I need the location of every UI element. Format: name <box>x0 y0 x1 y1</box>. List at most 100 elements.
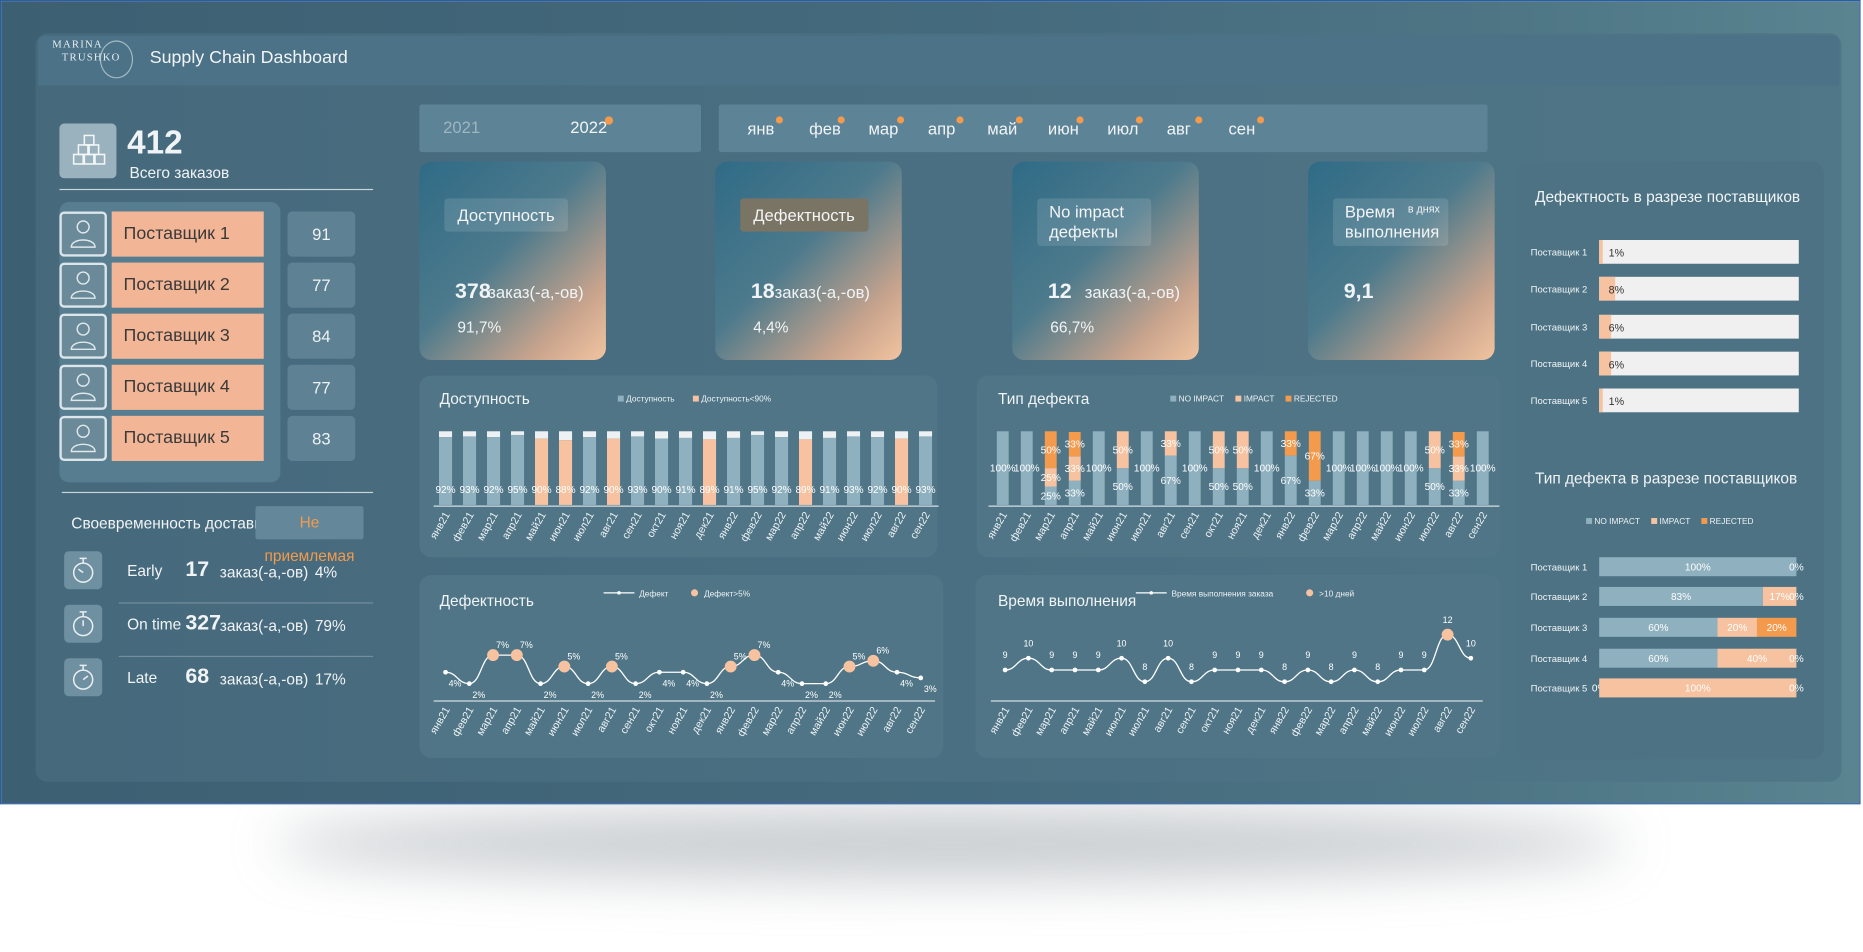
supplier-name-2[interactable]: Поставщик 2 <box>111 262 264 308</box>
availability-bar-rest <box>511 431 525 435</box>
availability-bar-label: 90% <box>891 485 911 496</box>
defect-type-bar-segment <box>1044 486 1057 505</box>
availability-bar-label: 91% <box>723 485 743 496</box>
lead_time-point <box>1352 667 1357 673</box>
kpi-value: 378 <box>455 279 491 303</box>
month-5[interactable]: июн <box>1047 118 1079 138</box>
defect-type-segment-label: 100% <box>1470 464 1496 475</box>
availability-bar <box>559 440 573 505</box>
legend-marker <box>1306 589 1314 597</box>
legend-marker <box>617 591 621 595</box>
month-selected-dot <box>1257 116 1265 124</box>
lead_time-point-label: 9 <box>1352 650 1357 660</box>
availability-bar <box>750 434 765 505</box>
defect-type-segment-label: 50% <box>1425 445 1445 456</box>
month-4[interactable]: май <box>987 118 1018 138</box>
lead_time-point-label: 8 <box>1142 662 1147 672</box>
x-tick-label: июн22 <box>835 510 861 544</box>
lead_time-point <box>1049 667 1055 673</box>
availability-bar-rest <box>774 431 789 438</box>
supplier-defects-category: Поставщик 2 <box>1531 284 1588 295</box>
x-tick-label: фев22 <box>1296 510 1323 544</box>
lead_time-point-label: 9 <box>1236 650 1241 660</box>
kpi-pct: 4,4% <box>753 318 789 337</box>
x-tick-label: фев22 <box>738 510 765 544</box>
availability-bar-label: 90% <box>651 485 671 496</box>
defect-type-chart-title: Тип дефекта <box>998 391 1090 408</box>
month-3[interactable]: апр <box>927 118 956 138</box>
legend-label: Доступность<90% <box>701 394 772 404</box>
month-selected-dot <box>837 116 845 124</box>
supplier-avatar-icon <box>59 415 107 461</box>
legend-marker <box>690 589 699 597</box>
supplier-defects-bar <box>1599 351 1612 376</box>
supplier-name-1[interactable]: Поставщик 1 <box>111 211 264 257</box>
defect-type-segment-label: 100% <box>1086 464 1112 475</box>
supplier-name-4[interactable]: Поставщик 4 <box>111 364 264 410</box>
availability-bar-label: 95% <box>747 485 767 496</box>
defect-type-bar-segment <box>1428 468 1441 505</box>
total-orders-value: 412 <box>127 123 183 161</box>
lead_time-point <box>1119 655 1124 661</box>
supplier-defect-types-label: 0% <box>1789 562 1804 573</box>
availability-bar <box>511 434 525 505</box>
supplier-defect-types-label: 60% <box>1648 654 1668 665</box>
legend-label: Дефект <box>639 588 668 598</box>
supplier-name-5[interactable]: Поставщик 5 <box>111 415 264 461</box>
defect-type-bar-segment <box>1020 431 1033 505</box>
supplier-defect-types-label: 60% <box>1648 623 1668 634</box>
supplier-defect-types-segment <box>1599 617 1718 637</box>
availability-bar <box>463 436 477 505</box>
supplier-defects-label: 6% <box>1609 322 1625 334</box>
defects-chart-title: Дефектность <box>440 593 534 610</box>
kpi-value: 18 <box>750 279 775 303</box>
x-tick-label: июл22 <box>854 705 880 739</box>
defect-type-bar-segment <box>1308 480 1321 505</box>
x-tick-label: июн21 <box>1103 705 1129 739</box>
month-selected-dot <box>1195 116 1203 124</box>
legend-label: IMPACT <box>1660 516 1691 526</box>
x-tick-label: дек21 <box>1244 705 1269 736</box>
month-1[interactable]: фев <box>809 118 841 138</box>
defects-point-label: 7% <box>520 640 533 650</box>
defects-point <box>633 681 639 687</box>
lead_time-point <box>1072 667 1078 673</box>
defect-type-segment-label: 50% <box>1233 445 1253 456</box>
delivery-pct: 4% <box>314 563 338 581</box>
availability-bar-label: 91% <box>819 485 839 496</box>
supplier-defect-types-segment <box>1717 648 1797 668</box>
supplier-defect-types-segment <box>1756 617 1797 637</box>
supplier-defects-track <box>1599 276 1799 301</box>
month-7[interactable]: авг <box>1166 118 1191 138</box>
defect-type-segment-label: 100% <box>990 464 1016 475</box>
x-tick-label: янв21 <box>428 705 453 736</box>
month-selected-dot <box>1076 116 1084 124</box>
month-2[interactable]: мар <box>868 118 899 138</box>
delivery-label: Late <box>127 668 158 687</box>
month-6[interactable]: июл <box>1107 118 1139 138</box>
month-0[interactable]: янв <box>747 118 775 138</box>
x-tick-label: апр21 <box>1057 510 1082 542</box>
defect-type-bar-segment <box>1284 431 1297 456</box>
month-8[interactable]: сен <box>1228 118 1256 138</box>
availability-bar <box>607 438 621 505</box>
defect-type-segment-label: 100% <box>1254 464 1280 475</box>
supplier-defect-types-category: Поставщик 2 <box>1531 592 1588 603</box>
defect-type-bar-segment <box>1092 431 1105 505</box>
defect-type-bar-segment <box>1164 431 1177 456</box>
defect-type-segment-label: 50% <box>1425 482 1445 493</box>
supplier-avatar-icon <box>59 211 107 257</box>
supplier-name-3[interactable]: Поставщик 3 <box>111 313 264 359</box>
year-2021[interactable]: 2021 <box>443 117 481 137</box>
defect-type-segment-label: 33% <box>1065 464 1085 475</box>
legend-label: Дефект>5% <box>704 588 751 598</box>
month-selected-dot <box>897 116 905 124</box>
year-2022[interactable]: 2022 <box>570 117 608 137</box>
defects-point <box>487 649 500 662</box>
lead_time-point <box>1002 667 1008 673</box>
defects-point <box>704 681 710 687</box>
availability-bar-rest <box>583 431 597 438</box>
supplier-defects-track <box>1599 239 1799 264</box>
lead_time-point-label: 8 <box>1282 662 1287 672</box>
supplier-defects-title: Дефектность в разрезе поставщиков <box>1535 189 1800 206</box>
